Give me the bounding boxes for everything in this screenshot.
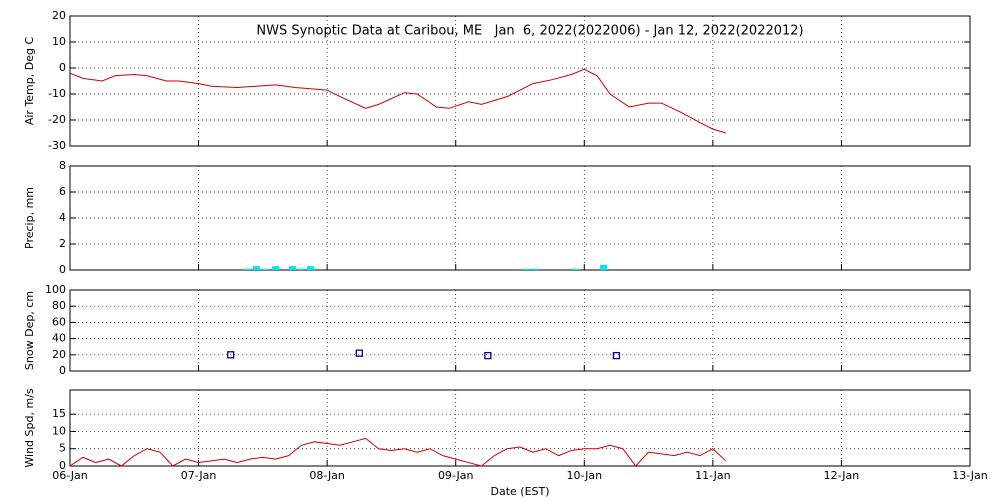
bar [261,268,269,270]
plot-frame [69,15,971,147]
plot-frame [69,165,971,271]
data-line [69,437,727,467]
x-tick-label: 06-Jan [52,469,88,482]
y-tick-label: 15 [52,407,66,420]
x-tick-label: 12-Jan [824,469,860,482]
y-axis-label: Air Temp, Deg C [23,37,36,126]
y-tick-label: 10 [52,424,66,437]
x-tick-label: 10-Jan [567,469,603,482]
y-tick-label: 10 [52,35,66,48]
y-tick-label: 2 [59,237,66,250]
y-axis-label: Snow Dep, cm [23,291,36,370]
y-tick-label: 6 [59,185,66,198]
bar [252,266,260,270]
x-tick-label: 11-Jan [695,469,731,482]
bar [243,268,251,270]
y-tick-label: -30 [48,139,66,152]
y-tick-label: 100 [45,283,66,296]
bar [531,268,539,270]
x-tick-label: 13-Jan [952,469,988,482]
data-line [69,68,726,134]
chart-title: NWS Synoptic Data at Caribou, ME Jan 6, … [256,24,803,39]
y-tick-label: 20 [52,9,66,22]
plot-frame [69,289,971,372]
y-tick-label: 0 [59,61,66,74]
plot-frame [69,389,971,467]
y-axis-label: Wind Spd, m/s [23,388,36,468]
y-tick-label: 80 [52,299,66,312]
y-tick-label: 40 [52,332,66,345]
y-axis-label: Precip, mm [23,187,36,249]
y-tick-label: 8 [59,159,66,172]
x-tick-label: 09-Jan [438,469,474,482]
bar [297,268,305,270]
point [484,351,492,360]
x-axis-label: Date (EST) [490,485,549,498]
bar [288,266,296,270]
y-tick-label: -10 [48,87,66,100]
y-tick-label: 0 [59,263,66,276]
y-tick-label: 60 [52,315,66,328]
point [355,349,363,357]
y-tick-label: 0 [59,459,66,472]
y-tick-label: 4 [59,211,66,224]
bar [522,268,530,270]
bar [571,268,579,270]
y-tick-label: 20 [52,348,66,361]
bar [272,266,280,270]
x-tick-label: 07-Jan [181,469,217,482]
y-tick-label: 0 [59,364,66,377]
bar [306,266,314,270]
y-tick-label: 5 [59,442,66,455]
point [612,351,621,360]
x-tick-label: 08-Jan [309,469,345,482]
bar [600,264,608,270]
y-tick-label: -20 [48,113,66,126]
point [227,351,235,359]
